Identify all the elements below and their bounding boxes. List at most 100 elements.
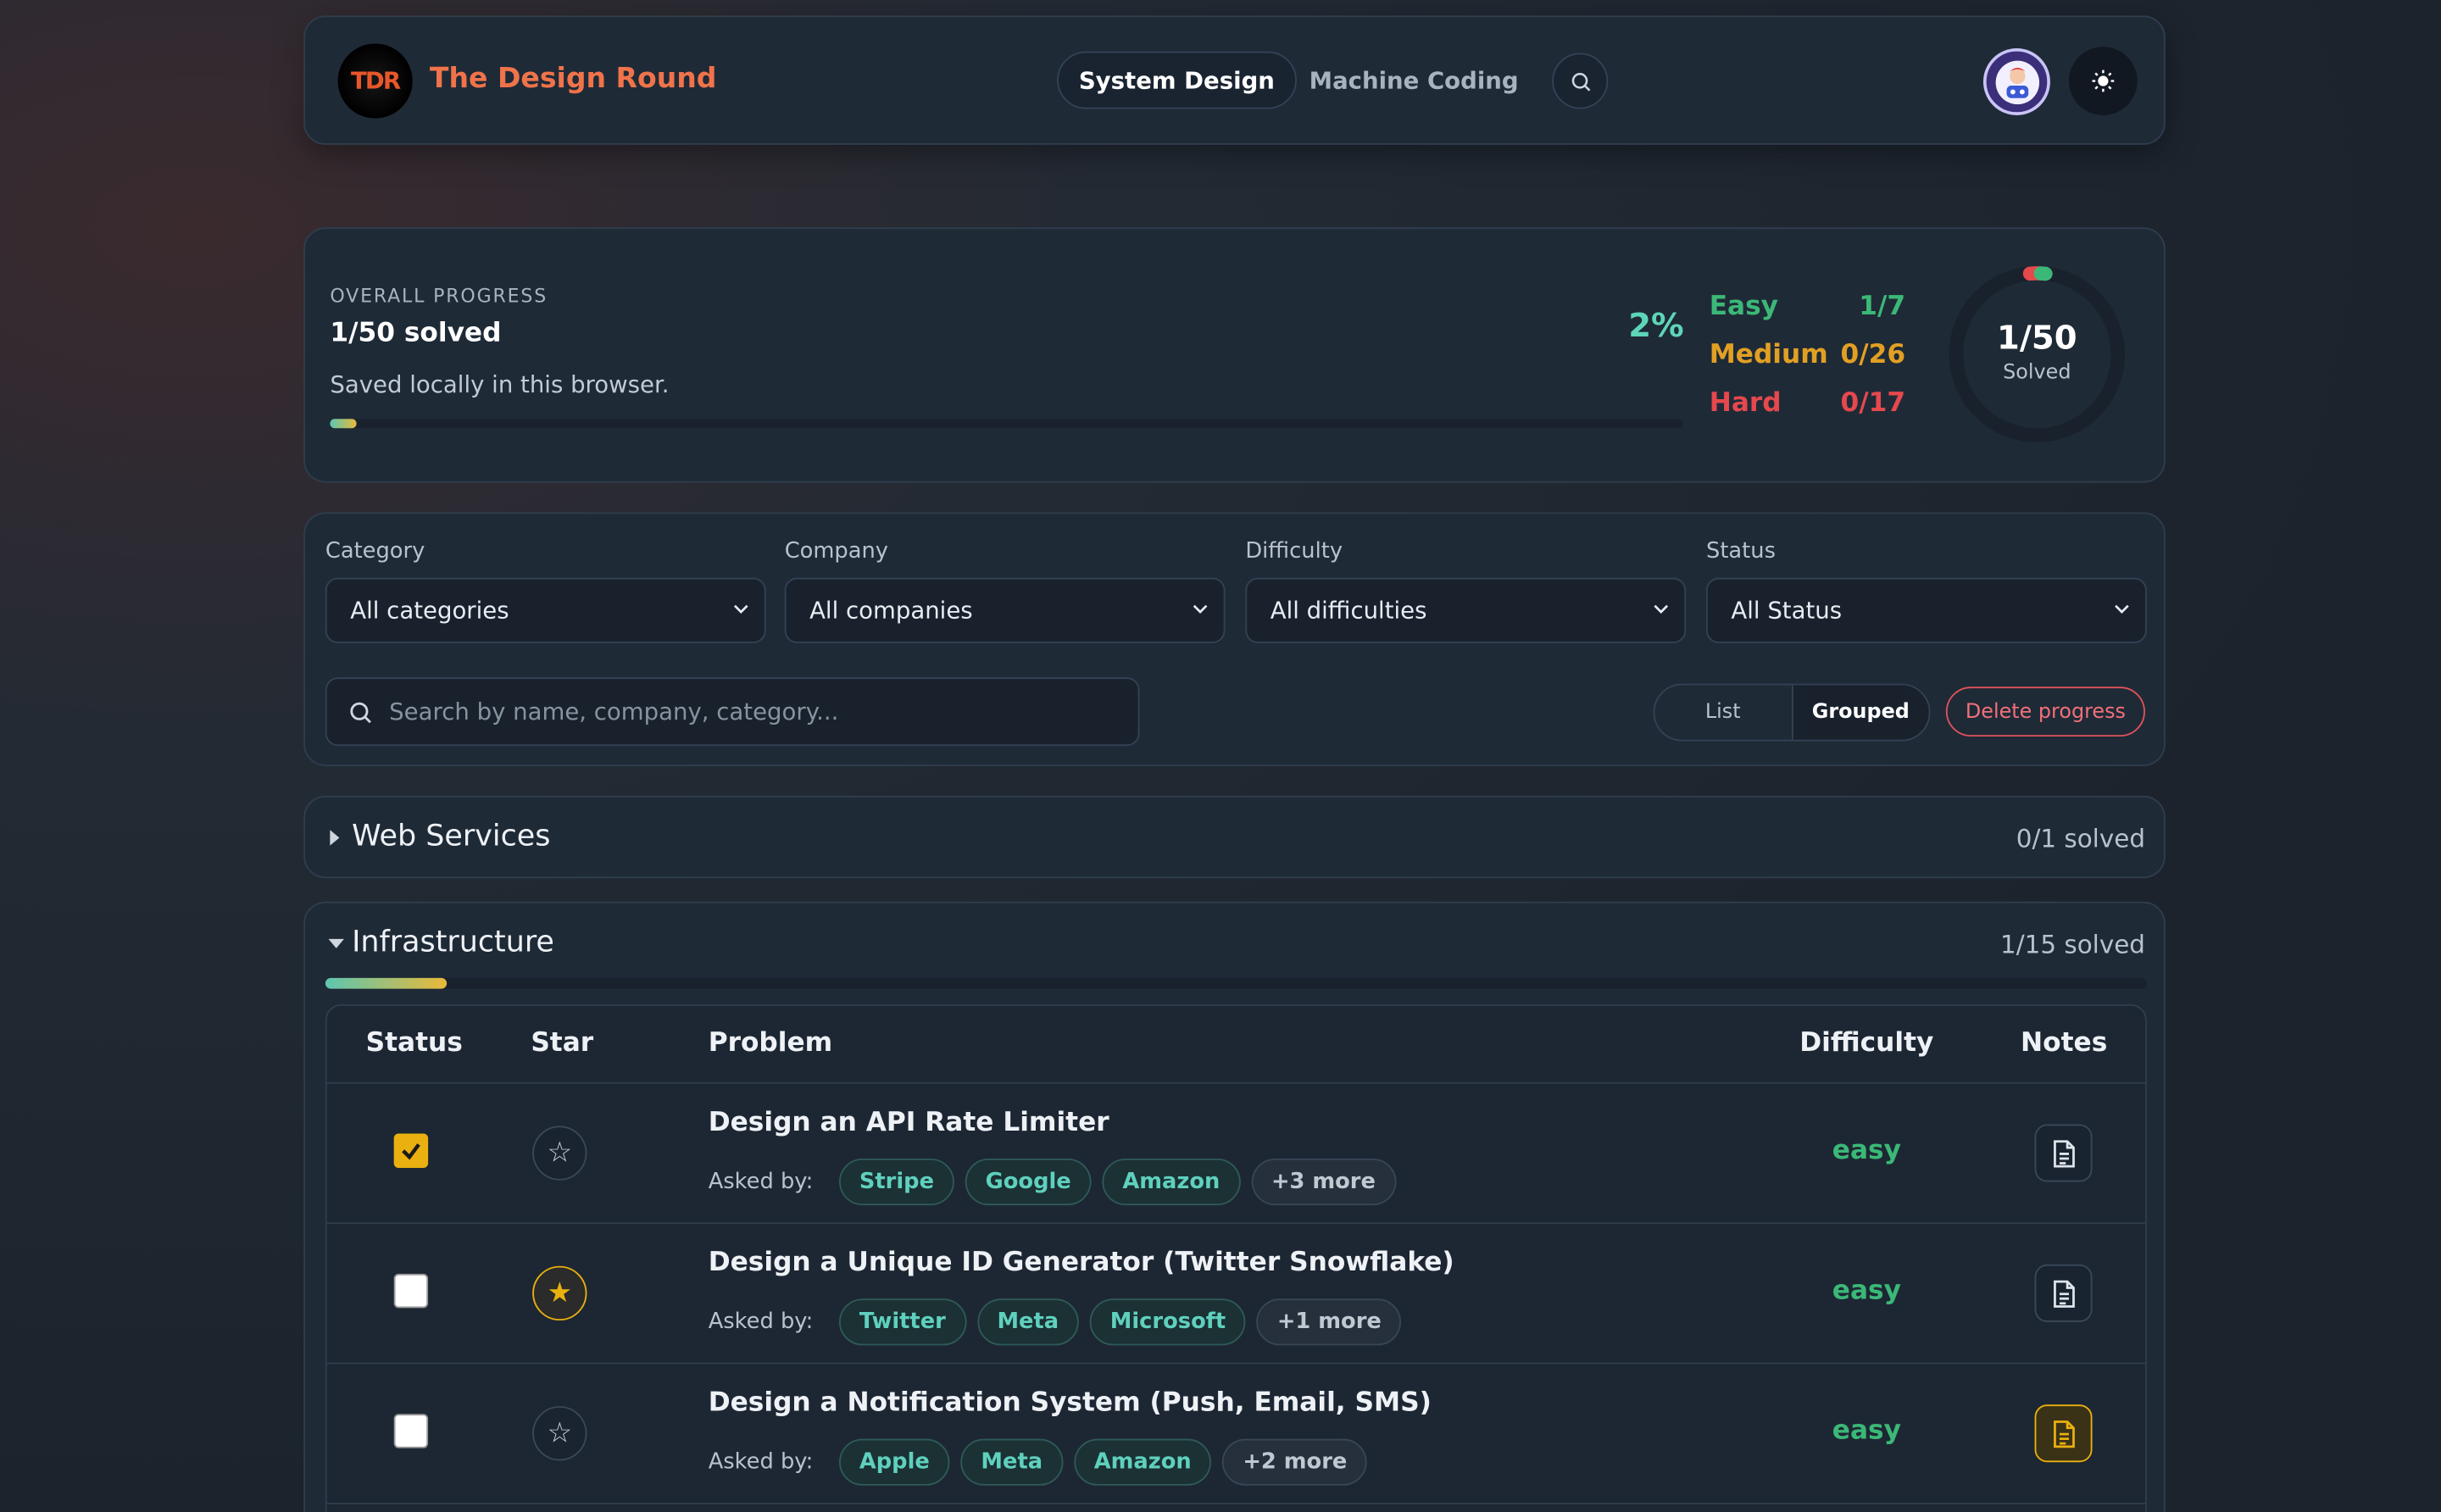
overall-progress-fill [330, 419, 358, 429]
progress-solved: 1/50 solved [330, 317, 502, 349]
difficulty-easy: Easy 1/7 [1710, 292, 1905, 323]
progress-saved-note: Saved locally in this browser. [330, 370, 670, 399]
company-tag[interactable]: Amazon [1073, 1438, 1212, 1486]
category-select[interactable]: All categories [325, 577, 766, 643]
company-tags: Twitter Meta Microsoft +1 more [838, 1298, 1402, 1346]
company-tag[interactable]: Microsoft [1089, 1298, 1247, 1346]
difficulty-select[interactable]: All difficulties [1245, 577, 1687, 643]
search-icon [350, 702, 371, 724]
star-button[interactable]: ☆ [532, 1126, 587, 1181]
section-count: 1/15 solved [2000, 929, 2145, 959]
company-tag[interactable]: Amazon [1102, 1158, 1241, 1206]
company-tag[interactable]: Google [965, 1158, 1092, 1206]
notes-button[interactable] [2034, 1264, 2093, 1322]
difficulty-select-value: All difficulties [1270, 596, 1427, 625]
theme-toggle-button[interactable] [2068, 47, 2138, 115]
section-web-services[interactable]: Web Services 0/1 solved [303, 795, 2166, 879]
company-tag[interactable]: Meta [960, 1438, 1064, 1486]
search-button[interactable] [1552, 53, 1609, 109]
caret-down-icon[interactable] [327, 936, 346, 951]
table-row: ★ Design a Unique ID Generator (Twitter … [326, 1224, 2145, 1365]
company-select-value: All companies [809, 596, 973, 625]
avatar[interactable] [1982, 47, 2050, 115]
problems-table: Status Star Problem Difficulty Notes ☆ D… [325, 1004, 2147, 1512]
status-label: Status [1706, 538, 1776, 564]
section-count: 0/1 solved [2016, 823, 2145, 853]
difficulty-easy-count: 1/7 [1859, 291, 1906, 323]
progress-percent: 2% [1628, 306, 1684, 345]
company-select[interactable]: All companies [784, 577, 1226, 643]
asked-by-label: Asked by: [708, 1449, 814, 1475]
nav-system-design[interactable]: System Design [1057, 51, 1297, 109]
difficulty-badge: easy [1832, 1135, 1901, 1167]
table-header: Status Star Problem Difficulty Notes [326, 1006, 2145, 1084]
logo[interactable]: TDR [337, 43, 413, 119]
status-select-value: All Status [1731, 596, 1843, 625]
notes-button[interactable] [2034, 1404, 2093, 1463]
table-row: ☆ Design an API Rate Limiter Asked by: S… [326, 1084, 2145, 1225]
difficulty-hard-label: Hard [1709, 387, 1782, 420]
notes-button[interactable] [2034, 1124, 2093, 1182]
company-tag[interactable]: Meta [976, 1298, 1080, 1346]
status-checkbox[interactable] [393, 1273, 429, 1309]
brand-name[interactable]: The Design Round [429, 62, 717, 96]
star-filled-icon: ★ [547, 1276, 573, 1310]
asked-by-label: Asked by: [708, 1169, 814, 1195]
view-list-option[interactable]: List [1704, 700, 1741, 725]
more-companies-tag[interactable]: +3 more [1251, 1158, 1396, 1206]
asked-by-label: Asked by: [708, 1309, 814, 1335]
view-toggle: List Grouped [1653, 683, 1931, 742]
difficulty-hard-count: 0/17 [1840, 387, 1906, 420]
progress-ring [1949, 266, 2126, 442]
company-tag[interactable]: Stripe [838, 1158, 954, 1206]
progress-label: OVERALL PROGRESS [330, 285, 548, 307]
document-icon [2053, 1420, 2074, 1448]
section-title[interactable]: Infrastructure [352, 925, 554, 959]
difficulty-hard: Hard 0/17 [1710, 387, 1905, 419]
section-infrastructure: Infrastructure 1/15 solved Status Star P… [303, 901, 2166, 1512]
avatar-icon [1994, 59, 2039, 104]
delete-progress-button[interactable]: Delete progress [1945, 687, 2145, 737]
overall-progress-bar [330, 419, 1683, 429]
search-input[interactable]: Search by name, company, category... [325, 677, 1140, 747]
problem-title[interactable]: Design a Unique ID Generator (Twitter Sn… [708, 1247, 1454, 1279]
company-label: Company [784, 538, 889, 564]
more-companies-tag[interactable]: +2 more [1222, 1438, 1368, 1486]
chevron-down-icon [1654, 604, 1669, 614]
overall-progress-panel: OVERALL PROGRESS 1/50 solved Saved local… [303, 227, 2166, 483]
section-title: Web Services [352, 819, 551, 853]
sun-icon [2092, 69, 2115, 92]
company-tags: Apple Meta Amazon +2 more [838, 1438, 1368, 1486]
problem-title[interactable]: Design an API Rate Limiter [708, 1107, 1109, 1139]
difficulty-badge: easy [1832, 1415, 1901, 1447]
category-label: Category [325, 538, 425, 564]
difficulty-badge: easy [1832, 1275, 1901, 1307]
star-button[interactable]: ☆ [532, 1406, 587, 1461]
more-companies-tag[interactable]: +1 more [1256, 1298, 1402, 1346]
star-outline-icon: ☆ [547, 1137, 573, 1170]
header-status: Status [365, 1027, 463, 1059]
search-placeholder: Search by name, company, category... [389, 698, 839, 726]
company-tag[interactable]: Twitter [838, 1298, 966, 1346]
header-notes: Notes [2021, 1027, 2108, 1059]
problem-title[interactable]: Design a Notification System (Push, Emai… [708, 1387, 1432, 1419]
status-checkbox[interactable] [393, 1133, 429, 1168]
status-checkbox[interactable] [393, 1414, 429, 1448]
company-tag[interactable]: Apple [838, 1438, 950, 1486]
star-button[interactable]: ★ [532, 1265, 587, 1321]
status-select[interactable]: All Status [1706, 577, 2147, 643]
view-grouped-option[interactable]: Grouped [1791, 685, 1929, 740]
section-progress-fill [325, 977, 448, 989]
difficulty-label: Difficulty [1245, 538, 1343, 564]
nav-machine-coding[interactable]: Machine Coding [1309, 66, 1519, 95]
header-star: Star [531, 1027, 594, 1059]
category-select-value: All categories [350, 596, 509, 625]
chevron-down-icon [1193, 604, 1208, 614]
company-tags: Stripe Google Amazon +3 more [838, 1158, 1396, 1206]
filter-panel: Category All categories Company All comp… [303, 512, 2166, 766]
ring-label: Solved [2003, 361, 2071, 385]
difficulty-medium-label: Medium [1709, 339, 1828, 371]
star-outline-icon: ☆ [547, 1416, 573, 1450]
section-progress-bar [325, 977, 2147, 989]
